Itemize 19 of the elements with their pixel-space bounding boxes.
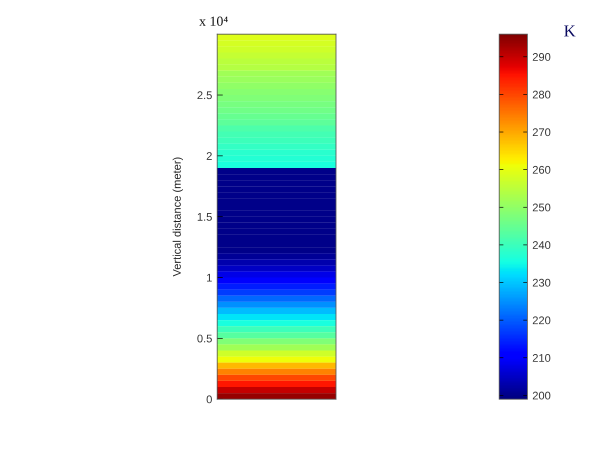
y-tick-label: 1.5 bbox=[198, 213, 212, 221]
color-bar-label: 240 bbox=[532, 241, 550, 250]
y-tick-label: 0 bbox=[206, 395, 212, 404]
y-tick-label: 2.5 bbox=[197, 91, 212, 100]
color-bar-label: 230 bbox=[532, 278, 550, 287]
color-bar-label: 220 bbox=[532, 316, 550, 324]
color-bar-title: K bbox=[564, 25, 576, 36]
y-tick-label: 0.5 bbox=[197, 334, 212, 342]
color-bar-label: 210 bbox=[532, 354, 550, 362]
y-tick-label: 2 bbox=[206, 152, 212, 160]
y-axis-title: Vertical distance (meter) bbox=[172, 157, 183, 277]
color-bar-label: 280 bbox=[532, 90, 550, 99]
color-bar-label: 270 bbox=[532, 128, 550, 136]
color-bar-label: 250 bbox=[532, 204, 550, 212]
color-bar-label: 260 bbox=[532, 166, 550, 174]
color-bar-label: 290 bbox=[532, 53, 550, 61]
color-bar-label: 200 bbox=[532, 392, 550, 400]
y-tick-label: 1 bbox=[207, 274, 212, 282]
text: x 10⁴ bbox=[199, 16, 228, 26]
